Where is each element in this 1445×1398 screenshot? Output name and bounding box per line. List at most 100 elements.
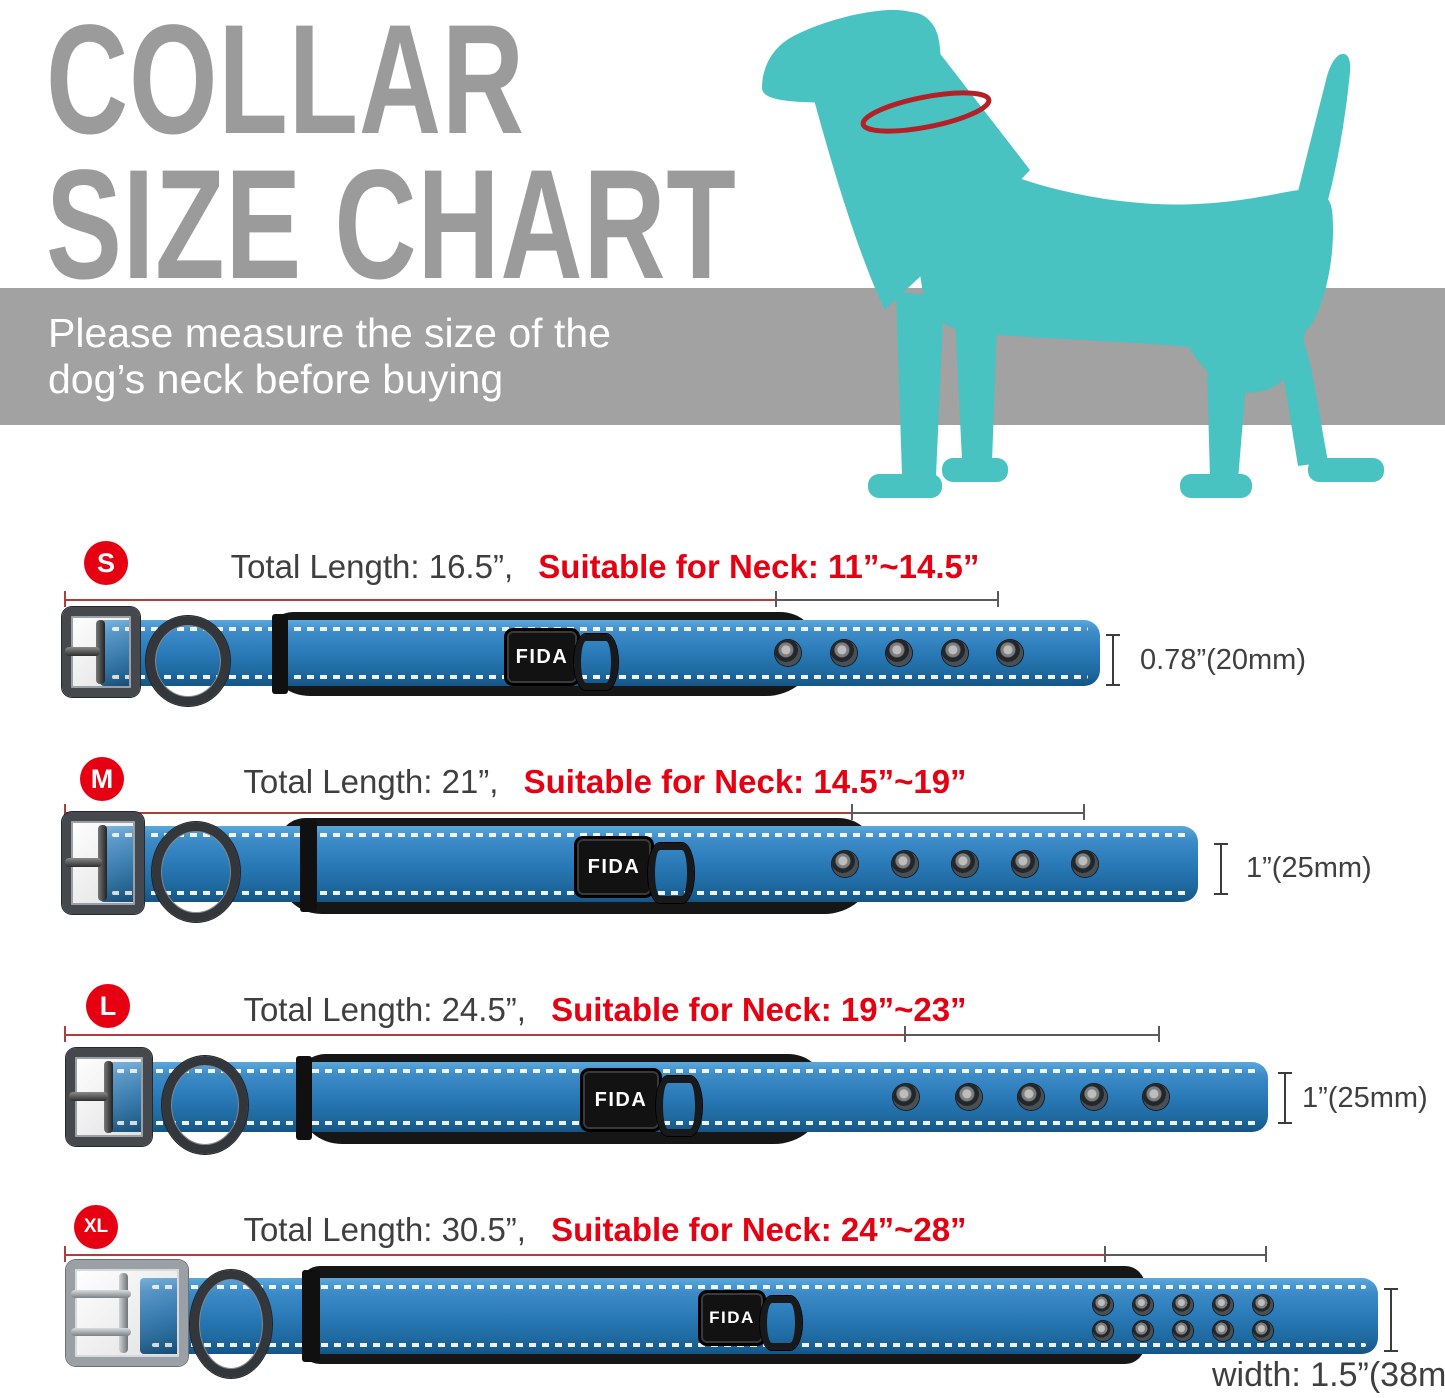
buckle-prong (71, 1290, 132, 1299)
tick (64, 1246, 66, 1262)
width-bracket-xl (1384, 1288, 1398, 1352)
dog-tail (1296, 53, 1351, 230)
collar-l-eyelets (893, 1084, 1169, 1110)
dog-thigh (1159, 210, 1307, 393)
eyelet (1173, 1295, 1193, 1315)
collar-s-eyelets (775, 640, 1023, 666)
banner-line2: dog’s neck before buying (48, 355, 504, 402)
tick (997, 591, 999, 607)
brand-text: FIDA (515, 645, 569, 668)
collar-m-eyelets (832, 851, 1098, 877)
tick (1265, 1246, 1267, 1262)
eyelet (1213, 1295, 1233, 1315)
measure-line-l-gray (905, 1034, 1160, 1036)
stitch-line (112, 675, 1088, 679)
eyelet (1093, 1295, 1113, 1315)
size-badge-l: L (86, 984, 130, 1028)
size-label-l: Total Length: 24.5”, Suitable for Neck: … (70, 991, 1140, 1029)
brand-tag-l: FIDA (580, 1068, 662, 1132)
eyelet (1018, 1084, 1044, 1110)
measure-line-s-red (64, 599, 776, 601)
total-length-l: Total Length: 24.5”, (243, 991, 526, 1028)
eyelet (997, 640, 1023, 666)
neck-range-xl: Suitable for Neck: 24”~28” (551, 1211, 967, 1248)
brand-tag-m: FIDA (574, 836, 654, 898)
width-label-xl: width: 1.5”(38mm) (1212, 1356, 1445, 1394)
eyelet (1080, 1084, 1107, 1110)
eyelet (775, 640, 801, 666)
collar-l-dring (162, 1056, 248, 1154)
collar-s-strap (100, 620, 1100, 686)
eyelet (1072, 851, 1098, 877)
stitch-line (117, 1121, 1256, 1125)
width-bracket-s (1106, 634, 1120, 686)
neck-range-s: Suitable for Neck: 11”~14.5” (538, 548, 980, 585)
size-label-m: Total Length: 21”, Suitable for Neck: 14… (70, 763, 1140, 801)
measure-line-s-gray (776, 599, 999, 601)
width-label-m: 1”(25mm) (1246, 852, 1372, 884)
neck-range-l: Suitable for Neck: 19”~23” (551, 991, 967, 1028)
brand-tag-s: FIDA (504, 628, 580, 686)
buckle-prong (71, 1327, 132, 1336)
size-label-s: Total Length: 16.5”, Suitable for Neck: … (70, 548, 1140, 586)
dog-front-leg-2 (954, 296, 998, 462)
tag-ring-m (648, 843, 694, 903)
tick (64, 1026, 66, 1042)
banner-line1: Please measure the size of the (48, 309, 611, 356)
tick (1104, 1246, 1106, 1262)
collar-xl-eyelets-row1 (1093, 1295, 1273, 1315)
collar-l-keeper (296, 1056, 312, 1140)
size-badge-m: M (80, 757, 124, 801)
width-bracket-m (1214, 843, 1228, 895)
brand-tag-xl: FIDA (698, 1290, 766, 1346)
stitch-line (152, 1285, 1366, 1289)
eyelet (1012, 851, 1038, 877)
tick (775, 591, 777, 607)
total-length-m: Total Length: 21”, (243, 763, 499, 800)
measure-line-l-red (64, 1034, 905, 1036)
measure-line-m-gray (852, 812, 1085, 814)
tick (851, 804, 853, 820)
eyelet (832, 851, 858, 877)
eyelet (1143, 1084, 1169, 1110)
tick (1158, 1026, 1160, 1042)
page-title-line2: SIZE CHART (46, 138, 737, 313)
tag-ring-s (574, 634, 618, 690)
page-title-line1: COLLAR (46, 0, 525, 167)
tag-ring-l (656, 1076, 702, 1136)
collar-s-keeper (272, 614, 288, 694)
page-title: COLLAR SIZE CHART (46, 0, 737, 313)
measure-line-xl-gray (1105, 1254, 1267, 1256)
brand-text: FIDA (709, 1308, 755, 1327)
eyelet (1133, 1321, 1153, 1341)
eyelet (941, 640, 968, 666)
brand-text: FIDA (587, 855, 641, 878)
dog-front-foot-2 (942, 458, 1008, 482)
brand-text: FIDA (594, 1088, 648, 1111)
dog-front-foot-1 (868, 474, 942, 498)
tick (64, 804, 66, 820)
measure-line-xl-red (64, 1254, 1105, 1256)
collar-m-dring (152, 822, 240, 922)
dog-hind-foot-1 (1180, 474, 1252, 498)
eyelet (1173, 1321, 1193, 1341)
dog-silhouette (762, 9, 1384, 498)
dog-hind-leg-1 (1206, 330, 1250, 480)
dog-hind-foot-2 (1308, 458, 1384, 482)
tick (1083, 804, 1085, 820)
tick (64, 591, 66, 607)
dog-front-leg-1 (896, 292, 944, 476)
eyelet (1093, 1321, 1113, 1341)
total-length-s: Total Length: 16.5”, (230, 548, 514, 585)
measure-line-m-red (64, 812, 852, 814)
total-length-xl: Total Length: 30.5”, (243, 1211, 526, 1248)
size-label-xl: Total Length: 30.5”, Suitable for Neck: … (70, 1211, 1140, 1249)
eyelet (1253, 1321, 1273, 1341)
size-badge-s: S (84, 541, 128, 585)
eyelet (830, 640, 857, 666)
eyelet (886, 640, 912, 666)
neck-measure-ellipse (860, 90, 992, 134)
tick (904, 1026, 906, 1042)
collar-xl-dring (190, 1270, 272, 1378)
